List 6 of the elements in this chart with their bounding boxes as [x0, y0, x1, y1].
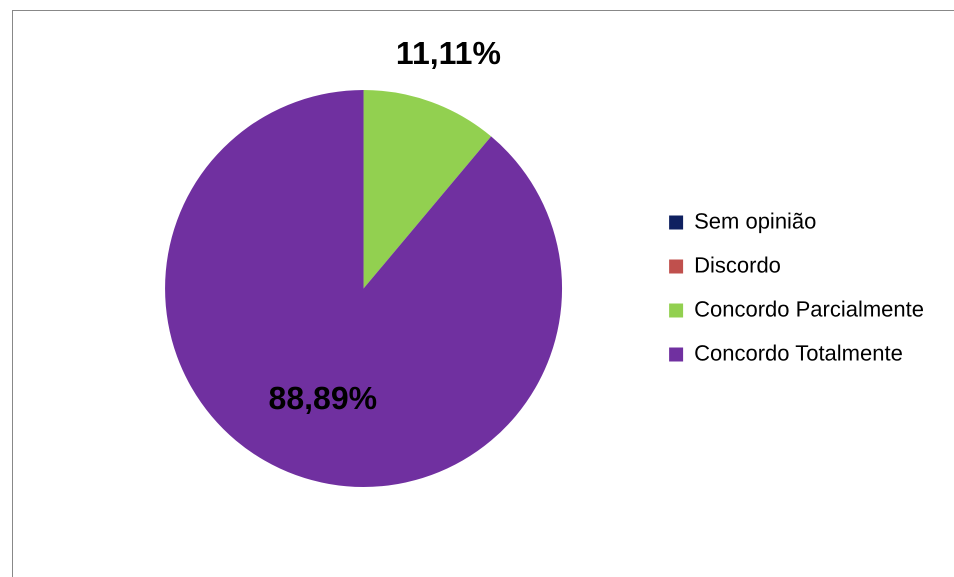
legend-label: Discordo [694, 252, 781, 278]
data-label: 88,89% [268, 380, 378, 416]
legend-label: Sem opinião [694, 208, 816, 234]
legend-label: Concordo Totalmente [694, 340, 903, 366]
legend-label: Concordo Parcialmente [694, 296, 924, 322]
data-label: 11,11% [396, 35, 501, 72]
